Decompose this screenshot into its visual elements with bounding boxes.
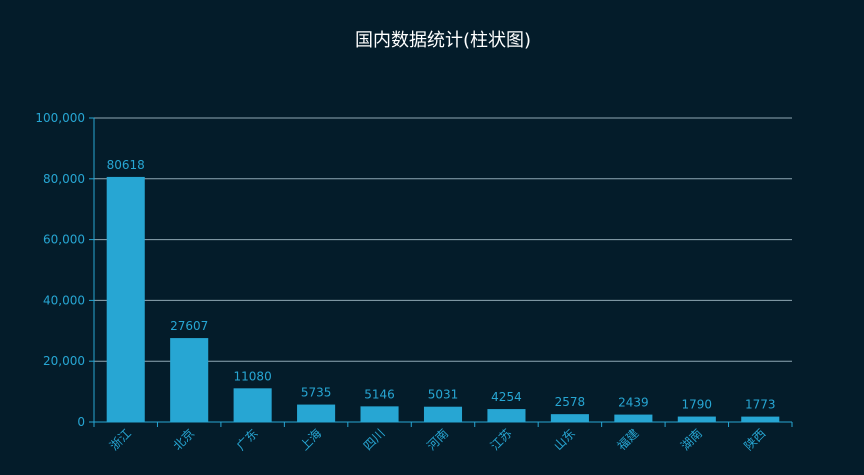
bars	[106, 176, 780, 422]
x-tick-label: 江苏	[488, 426, 515, 453]
y-tick-label: 100,000	[35, 111, 85, 125]
bar[interactable]	[360, 406, 399, 422]
bar-value-label: 1790	[682, 398, 713, 412]
grid-lines	[94, 117, 792, 362]
x-tick-label: 山东	[551, 426, 578, 453]
bar-value-label: 1773	[745, 398, 776, 412]
bar-value-label: 80618	[107, 158, 145, 172]
bar[interactable]	[550, 414, 589, 422]
y-tick-label: 40,000	[43, 293, 85, 307]
bar[interactable]	[487, 409, 526, 422]
x-tick-label: 四川	[361, 426, 388, 453]
y-tick-label: 20,000	[43, 354, 85, 368]
bar-value-label: 2439	[618, 396, 649, 410]
bar[interactable]	[677, 416, 716, 422]
bar-value-label: 5146	[364, 387, 395, 401]
y-tick-labels: 0 20,000 40,000 60,000 80,000 100,000	[35, 111, 85, 429]
bar-value-label: 4254	[491, 390, 522, 404]
y-tick-label: 0	[77, 415, 85, 429]
chart-title: 国内数据统计(柱状图)	[354, 30, 532, 51]
bar[interactable]	[423, 406, 463, 422]
x-tick-label: 广东	[234, 426, 261, 453]
x-tick-label: 福建	[614, 426, 642, 454]
x-tick-label: 北京	[170, 426, 197, 453]
bar[interactable]	[233, 388, 272, 422]
bar-value-label: 5031	[428, 388, 459, 402]
y-tick-label: 80,000	[43, 172, 85, 186]
x-tick-label: 河南	[424, 426, 452, 454]
bar-value-label: 11080	[234, 369, 272, 383]
y-tick-label: 60,000	[43, 233, 85, 247]
bar[interactable]	[297, 404, 336, 422]
x-tick-label: 陕西	[741, 426, 769, 454]
x-tick-label: 浙江	[107, 426, 134, 453]
bar[interactable]	[614, 414, 653, 422]
x-tick-label: 湖南	[677, 426, 705, 454]
bar[interactable]	[106, 176, 145, 422]
bar-value-label: 27607	[170, 319, 208, 333]
bar-value-label: 5735	[301, 386, 332, 400]
x-tick-label: 上海	[297, 426, 325, 454]
bar[interactable]	[741, 416, 780, 422]
bar-value-label: 2578	[555, 395, 586, 409]
data-labels: 80618 27607 11080 5735 5146 5031 4254 2578 2439 1…	[107, 158, 776, 412]
x-tick-labels: 浙江 北京 广东 上海 四川 河南 江苏 山东 福建 湖南 陕西	[107, 426, 768, 454]
bar[interactable]	[170, 338, 209, 422]
